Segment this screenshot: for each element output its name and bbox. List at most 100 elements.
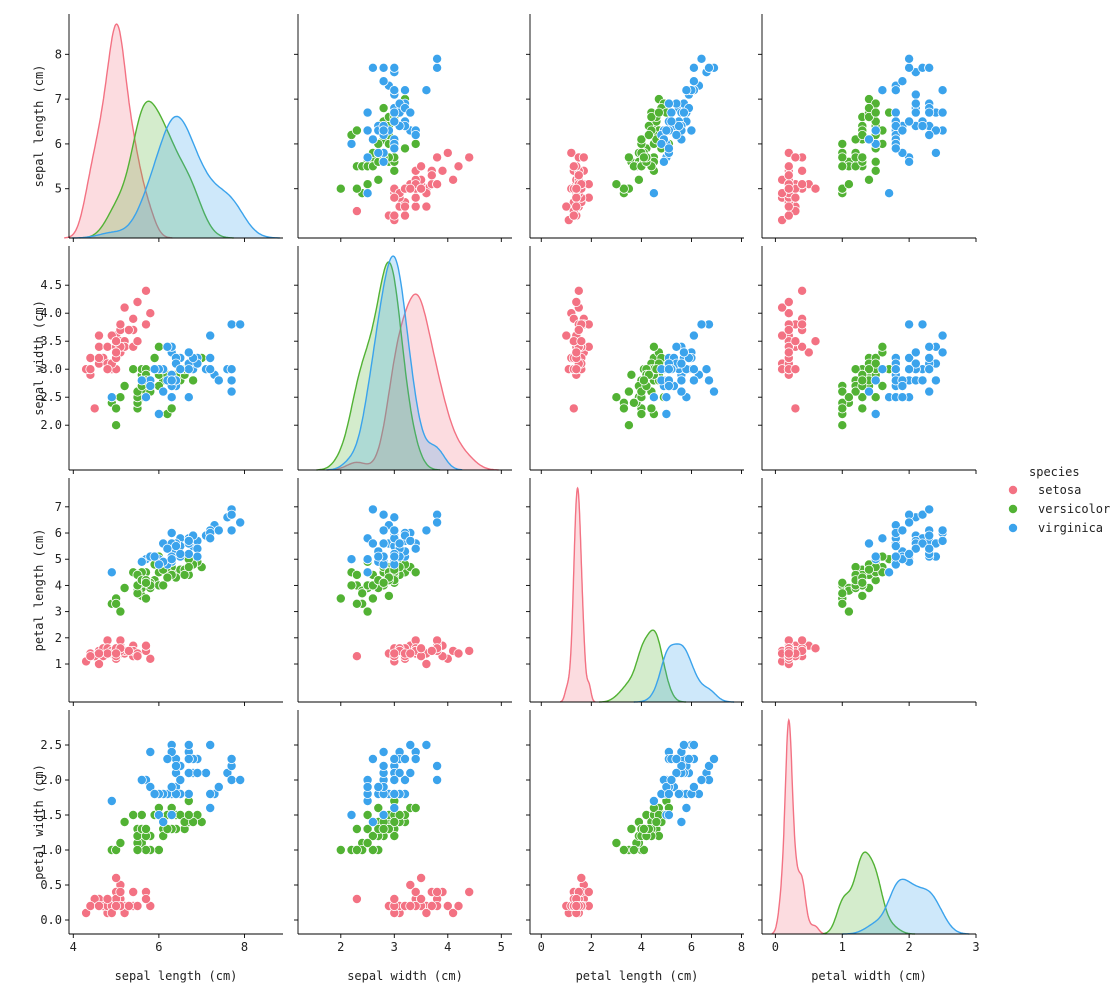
scatter-point-virginica bbox=[864, 134, 875, 145]
scatter-point-versicolor bbox=[149, 352, 160, 363]
x-tick-label: 2 bbox=[588, 940, 595, 954]
scatter-point-virginica bbox=[681, 803, 692, 814]
scatter-point-versicolor bbox=[158, 580, 169, 591]
scatter-point-versicolor bbox=[378, 103, 389, 114]
scatter-point-setosa bbox=[453, 901, 464, 912]
scatter-point-virginica bbox=[226, 364, 237, 375]
scatter-point-virginica bbox=[870, 375, 881, 386]
scatter-point-versicolor bbox=[870, 156, 881, 167]
y-tick-label: 0.0 bbox=[40, 913, 62, 927]
scatter-point-versicolor bbox=[351, 183, 362, 194]
scatter-point-virginica bbox=[701, 364, 712, 375]
scatter-point-virginica bbox=[136, 375, 147, 386]
y-tick-label: 1.0 bbox=[40, 843, 62, 857]
legend-label-setosa: setosa bbox=[1038, 483, 1081, 497]
scatter-point-virginica bbox=[346, 810, 357, 821]
scatter-point-setosa bbox=[399, 201, 410, 212]
scatter-point-virginica bbox=[421, 525, 432, 536]
scatter-point-virginica bbox=[671, 129, 682, 140]
scatter-point-virginica bbox=[904, 156, 915, 167]
legend-entry-virginica: virginica bbox=[1008, 521, 1103, 535]
panel-petal-length-vs-sepal-width bbox=[294, 478, 512, 706]
scatter-point-versicolor bbox=[362, 810, 373, 821]
scatter-point-setosa bbox=[123, 901, 134, 912]
y-tick-label: 7 bbox=[55, 500, 62, 514]
scatter-point-setosa bbox=[111, 901, 122, 912]
scatter-point-virginica bbox=[213, 782, 224, 793]
x-tick-label: 0 bbox=[772, 940, 779, 954]
scatter-point-versicolor bbox=[843, 179, 854, 190]
scatter-point-setosa bbox=[576, 336, 587, 347]
scatter-point-virginica bbox=[205, 352, 216, 363]
scatter-point-virginica bbox=[410, 754, 421, 765]
scatter-point-virginica bbox=[696, 53, 707, 64]
x-tick-label: 8 bbox=[738, 940, 745, 954]
scatter-point-virginica bbox=[870, 125, 881, 136]
scatter-point-setosa bbox=[448, 174, 459, 185]
kde-fill-versicolor bbox=[823, 852, 915, 934]
scatter-point-setosa bbox=[85, 364, 96, 375]
scatter-point-virginica bbox=[704, 62, 715, 73]
scatter-point-virginica bbox=[378, 538, 389, 549]
y-tick-label: 4.0 bbox=[40, 306, 62, 320]
scatter-point-versicolor bbox=[351, 125, 362, 136]
scatter-point-virginica bbox=[673, 789, 684, 800]
scatter-point-virginica bbox=[661, 392, 672, 403]
scatter-point-virginica bbox=[890, 541, 901, 552]
scatter-point-setosa bbox=[790, 364, 801, 375]
scatter-point-virginica bbox=[394, 768, 405, 779]
scatter-point-virginica bbox=[897, 380, 908, 391]
scatter-point-virginica bbox=[226, 509, 237, 520]
y-tick-label: 5 bbox=[55, 182, 62, 196]
scatter-point-virginica bbox=[432, 517, 443, 528]
scatter-point-virginica bbox=[937, 85, 948, 96]
scatter-point-virginica bbox=[373, 782, 384, 793]
scatter-point-versicolor bbox=[140, 577, 151, 588]
scatter-point-versicolor bbox=[618, 183, 629, 194]
scatter-point-virginica bbox=[432, 62, 443, 73]
scatter-point-virginica bbox=[910, 347, 921, 358]
scatter-point-virginica bbox=[346, 138, 357, 149]
scatter-point-versicolor bbox=[119, 583, 130, 594]
scatter-point-virginica bbox=[648, 796, 659, 807]
scatter-point-virginica bbox=[183, 549, 194, 560]
scatter-point-virginica bbox=[910, 358, 921, 369]
scatter-point-virginica bbox=[367, 817, 378, 828]
scatter-point-virginica bbox=[205, 364, 216, 375]
scatter-point-setosa bbox=[94, 901, 105, 912]
panel-sepal-width-vs-sepal-width bbox=[294, 246, 512, 474]
scatter-point-setosa bbox=[797, 179, 808, 190]
scatter-point-virginica bbox=[378, 525, 389, 536]
scatter-point-versicolor bbox=[166, 403, 177, 414]
y-axis-title-sepal-length: sepal length (cm) bbox=[32, 65, 46, 188]
y-tick-label: 7 bbox=[55, 92, 62, 106]
scatter-point-virginica bbox=[671, 754, 682, 765]
scatter-point-setosa bbox=[797, 635, 808, 646]
kde-line-virginica bbox=[842, 878, 970, 935]
x-tick-label: 6 bbox=[155, 940, 162, 954]
scatter-point-setosa bbox=[123, 645, 134, 656]
scatter-point-versicolor bbox=[857, 152, 868, 163]
scatter-point-setosa bbox=[89, 403, 100, 414]
x-tick-label: 1 bbox=[839, 940, 846, 954]
scatter-point-setosa bbox=[421, 659, 432, 670]
scatter-point-virginica bbox=[937, 347, 948, 358]
scatter-point-virginica bbox=[666, 116, 677, 127]
scatter-point-virginica bbox=[162, 543, 173, 554]
scatter-point-setosa bbox=[140, 285, 151, 296]
scatter-point-virginica bbox=[937, 535, 948, 546]
panel-sepal-length-vs-sepal-width bbox=[294, 14, 512, 242]
scatter-point-virginica bbox=[410, 543, 421, 554]
scatter-point-virginica bbox=[930, 375, 941, 386]
scatter-point-setosa bbox=[115, 887, 126, 898]
scatter-point-setosa bbox=[132, 296, 143, 307]
scatter-point-virginica bbox=[170, 761, 181, 772]
scatter-point-versicolor bbox=[140, 845, 151, 856]
scatter-point-versicolor bbox=[636, 408, 647, 419]
kde-fill-virginica bbox=[72, 116, 280, 238]
scatter-point-setosa bbox=[464, 887, 475, 898]
scatter-point-virginica bbox=[166, 528, 177, 539]
y-axis-title-petal-width: petal width (cm) bbox=[32, 764, 46, 880]
scatter-point-setosa bbox=[85, 901, 96, 912]
